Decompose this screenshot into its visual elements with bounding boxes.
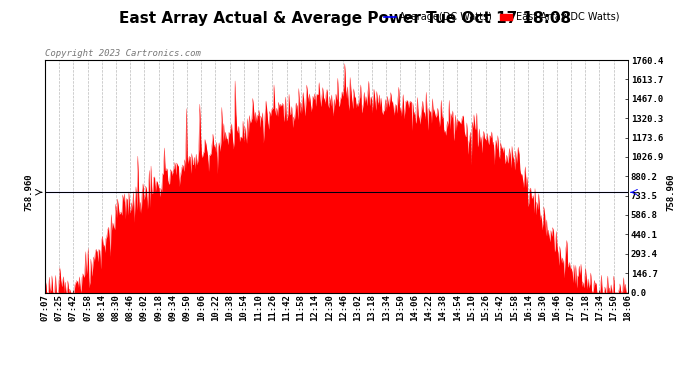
Legend: Average(DC Watts), East Array(DC Watts): Average(DC Watts), East Array(DC Watts) — [380, 9, 623, 26]
Text: East Array Actual & Average Power Tue Oct 17 18:08: East Array Actual & Average Power Tue Oc… — [119, 11, 571, 26]
Text: 758.960: 758.960 — [25, 174, 34, 211]
Text: 758.960: 758.960 — [667, 174, 676, 211]
Text: Copyright 2023 Cartronics.com: Copyright 2023 Cartronics.com — [45, 49, 201, 58]
